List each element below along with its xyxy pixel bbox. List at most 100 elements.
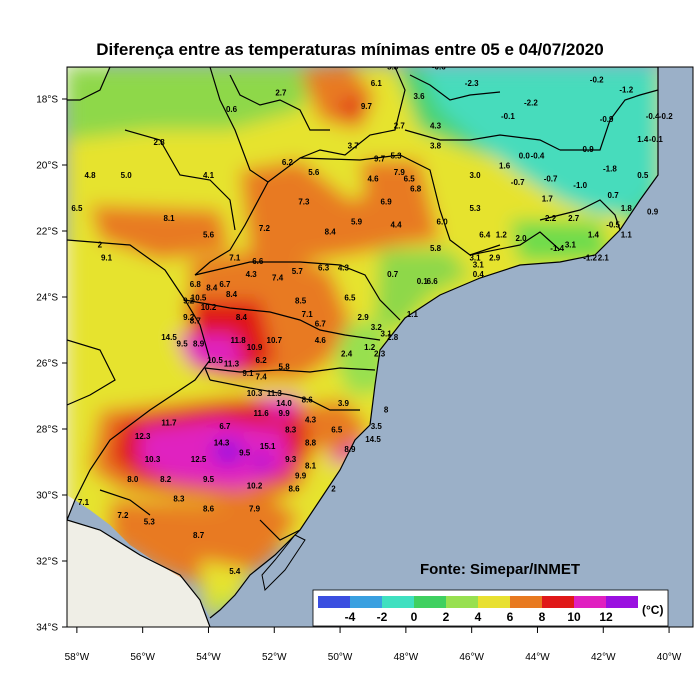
- station-value: 1.4: [637, 135, 649, 144]
- station-value: -0.5: [606, 221, 620, 230]
- station-value: 4.6: [367, 175, 379, 184]
- station-value: 2.9: [358, 313, 370, 322]
- lon-tick-label: 42°W: [591, 652, 616, 663]
- station-value: 9.5: [239, 448, 251, 457]
- station-value: 1.1: [621, 231, 633, 240]
- station-value: -0.9: [600, 115, 614, 124]
- station-value: 9.2: [183, 313, 195, 322]
- station-value: 4.3: [338, 264, 350, 273]
- station-value: 0.7: [387, 270, 399, 279]
- station-value: 2.0: [515, 234, 527, 243]
- station-value: -0.7: [511, 178, 525, 187]
- station-value: -0.7: [544, 175, 558, 184]
- station-value: 8.7: [190, 316, 202, 325]
- station-value: 8: [384, 406, 389, 415]
- station-value: 6.8: [190, 280, 202, 289]
- station-value: 5.8: [279, 363, 291, 372]
- colorbar-label: 6: [507, 610, 514, 624]
- station-value: 14.3: [214, 439, 230, 448]
- lat-tick-label: 22°S: [36, 227, 58, 238]
- station-value: 2.4: [341, 349, 353, 358]
- colorbar-segment: [606, 596, 638, 608]
- station-value: 2.8: [154, 138, 166, 147]
- station-value: 7.4: [256, 373, 268, 382]
- station-value: 0.7: [608, 191, 620, 200]
- station-value: 2.8: [387, 333, 399, 342]
- lon-tick-label: 50°W: [328, 652, 353, 663]
- station-value: 6.9: [381, 198, 393, 207]
- station-value: 9.2: [183, 297, 195, 306]
- station-value: 6.7: [219, 280, 231, 289]
- station-value: 3.7: [348, 142, 360, 151]
- station-value: 4.4: [390, 221, 402, 230]
- station-value: 8.8: [305, 439, 317, 448]
- station-value: 6.5: [404, 175, 416, 184]
- colorbar-segment: [350, 596, 382, 608]
- station-value: 1.2: [496, 231, 508, 240]
- station-value: 8.4: [236, 313, 248, 322]
- station-value: 2.1: [598, 254, 610, 263]
- station-value: 9.3: [285, 455, 297, 464]
- station-value: 8.7: [193, 531, 205, 540]
- station-value: 9.7: [374, 155, 386, 164]
- station-value: 8.4: [206, 283, 218, 292]
- station-value: 5.8: [430, 244, 442, 253]
- station-value: 9.7: [361, 102, 373, 111]
- station-value: 10.2: [201, 303, 217, 312]
- station-value: 5.3: [390, 151, 402, 160]
- station-value: 3.6: [413, 92, 425, 101]
- station-value: 8.6: [203, 505, 215, 514]
- station-value: 7.2: [259, 224, 271, 233]
- colorbar-label: -2: [377, 610, 388, 624]
- station-value: 7.1: [78, 498, 90, 507]
- lat-tick-label: 18°S: [36, 95, 58, 106]
- station-value: 7.9: [394, 168, 406, 177]
- station-value: 6.2: [282, 158, 294, 167]
- station-value: 1.2: [364, 343, 376, 352]
- station-value: 0.5: [637, 171, 649, 180]
- station-value: 9.1: [242, 369, 254, 378]
- station-value: 8.6: [302, 396, 314, 405]
- station-value: 8.5: [295, 297, 307, 306]
- station-value: 6.7: [315, 320, 327, 329]
- station-value: 8.6: [288, 485, 300, 494]
- station-value: 7.3: [298, 198, 310, 207]
- station-value: 5.0: [121, 171, 133, 180]
- station-value: 7.1: [229, 254, 241, 263]
- station-value: 5.6: [308, 168, 320, 177]
- colorbar: -4 -2 0 2 4 6 8 10 12 (°C): [312, 589, 669, 627]
- station-value: -1.2: [583, 254, 597, 263]
- station-value: 2.7: [394, 122, 406, 131]
- station-value: 10.9: [247, 343, 263, 352]
- station-value: 2.3: [374, 349, 386, 358]
- longitude-ticks: 58°W 56°W 54°W 52°W 50°W 48°W 46°W 44°W 42°W 40°W: [65, 627, 682, 663]
- station-value: 11.3: [224, 359, 240, 368]
- station-value: 5.6: [203, 231, 215, 240]
- station-value: 2.7: [275, 89, 287, 98]
- map-area: 5.8 -0.6 6.1 -2.3 2.7 3.6 -0.2 -1.2 9.7 -2.2 0.6 -0…: [67, 67, 693, 627]
- station-value: 6.0: [437, 217, 449, 226]
- map-title: Diferença entre as temperaturas mínimas …: [96, 40, 604, 59]
- station-value: 3.2: [371, 323, 383, 332]
- station-value: 8.1: [305, 462, 317, 471]
- station-value: 10.3: [247, 389, 263, 398]
- lon-tick-label: 56°W: [130, 652, 155, 663]
- colorbar-segment: [542, 596, 574, 608]
- station-value: 1.6: [499, 161, 511, 170]
- state-borders: [67, 67, 659, 627]
- station-value: 2: [98, 241, 103, 250]
- colorbar-segment: [414, 596, 446, 608]
- station-value: 6.1: [371, 79, 383, 88]
- station-value: 0.6: [226, 105, 238, 114]
- station-value: 3.1: [381, 330, 393, 339]
- lat-tick-label: 28°S: [36, 425, 58, 436]
- station-value: 10.5: [191, 293, 207, 302]
- colorbar-label: 2: [443, 610, 450, 624]
- colorbar-unit: (°C): [642, 603, 663, 617]
- station-value: 2: [331, 485, 336, 494]
- colorbar-segment: [478, 596, 510, 608]
- station-value: 14.5: [161, 333, 177, 342]
- station-value: 0.0: [519, 151, 531, 160]
- station-value: 0.9: [647, 208, 659, 217]
- station-value: 12.3: [135, 432, 151, 441]
